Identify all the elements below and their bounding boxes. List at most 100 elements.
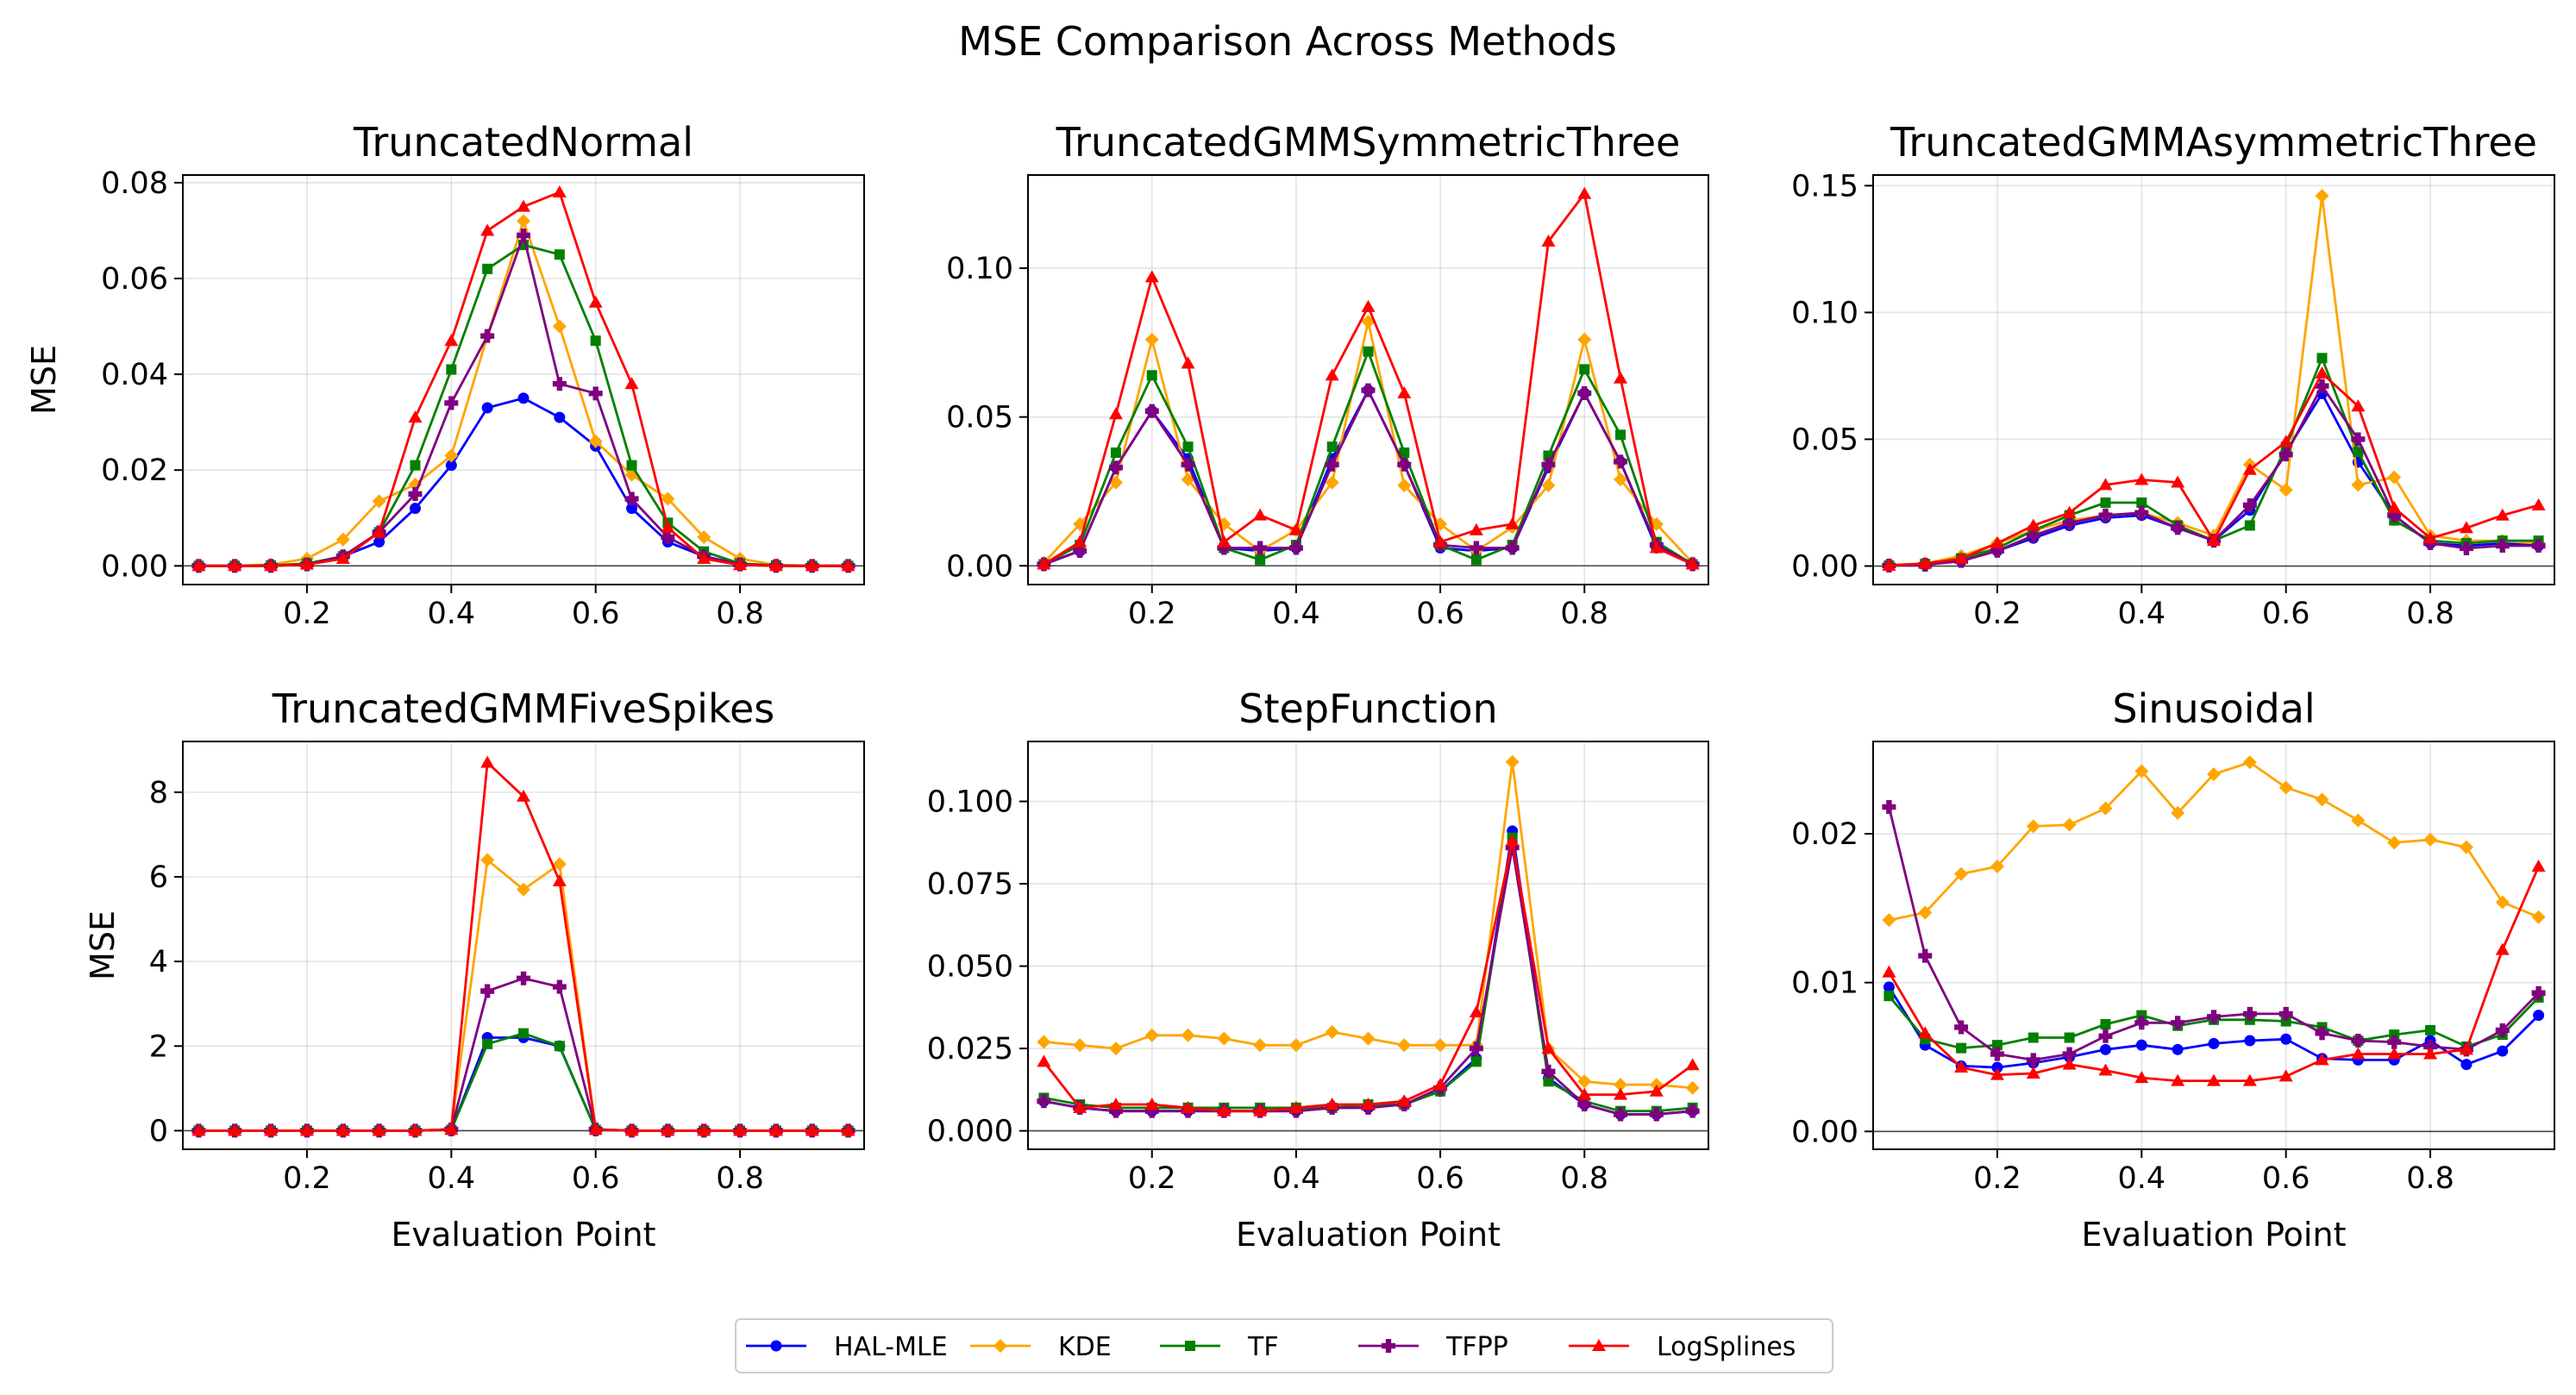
data-point-kde (2315, 189, 2329, 203)
data-point-logsplines (2026, 1066, 2040, 1079)
data-point-kde (444, 448, 459, 463)
y-tick-label: 0.00 (101, 549, 168, 584)
data-point-logsplines (1073, 1100, 1087, 1113)
data-point-tfpp (1073, 543, 1087, 558)
data-point-logsplines (2098, 1063, 2113, 1076)
data-point-logsplines (1361, 1098, 1376, 1110)
data-point-tf (2100, 497, 2111, 508)
data-point-tfpp (2423, 1039, 2438, 1054)
data-point-logsplines (264, 559, 279, 572)
data-point-logsplines (1882, 965, 1896, 978)
data-point-kde (1577, 332, 1592, 347)
data-point-logsplines (661, 1123, 675, 1136)
data-point-tfpp (2531, 985, 2546, 1000)
data-point-logsplines (1882, 558, 1896, 571)
data-point-tfpp (1288, 541, 1303, 555)
y-tick-label: 0.100 (927, 785, 1013, 820)
data-point-kde (1614, 1078, 1628, 1092)
data-point-kde (661, 491, 675, 506)
data-point-kde (2495, 895, 2510, 910)
data-point-tfpp (1108, 1104, 1123, 1118)
series-line-hal-mle (1044, 829, 1693, 1116)
data-point-tfpp (2387, 508, 2402, 522)
data-point-logsplines (444, 1122, 459, 1135)
data-point-tf (482, 1038, 493, 1049)
data-point-tfpp (1361, 383, 1376, 397)
axes-frame (1872, 741, 2555, 1150)
y-axis-label: MSE (25, 345, 63, 415)
data-point-tfpp (1882, 799, 1896, 814)
data-point-kde (552, 319, 567, 334)
x-axis-label: Evaluation Point (1236, 1216, 1501, 1254)
data-point-kde (588, 434, 603, 448)
data-point-logsplines (335, 1123, 350, 1136)
data-point-tf (590, 335, 601, 347)
data-point-logsplines (1144, 270, 1159, 283)
data-point-tfpp (1108, 460, 1123, 475)
y-tick-label: 0.02 (101, 454, 168, 488)
data-point-logsplines (624, 1123, 639, 1136)
data-point-logsplines (588, 1122, 603, 1135)
data-point-tf (1470, 1056, 1482, 1067)
x-tick-label: 0.2 (1128, 1161, 1176, 1196)
legend: HAL-MLE KDE TF TFPP LogSplines (735, 1318, 1833, 1373)
x-tick-label: 0.4 (1272, 1161, 1320, 1196)
data-point-tfpp (2387, 1035, 2402, 1049)
data-point-logsplines (2531, 860, 2546, 873)
data-point-tfpp (1505, 541, 1520, 555)
y-tick-label: 0.025 (927, 1032, 1013, 1067)
data-point-logsplines (372, 525, 386, 538)
data-point-logsplines (2062, 1057, 2077, 1070)
data-point-logsplines (2315, 1053, 2329, 1066)
axes-frame (1027, 741, 1709, 1150)
data-point-tf (1110, 447, 1121, 459)
subplot-grid: 0.2 0.4 0.6 0.8 0.00 0.02 0.04 0.06 0.08 Truncate… (25, 119, 2555, 1254)
data-point-logsplines (624, 377, 639, 390)
legend-item-kde: KDE (970, 1332, 1112, 1362)
data-point-kde (1217, 1031, 1232, 1046)
legend-label: LogSplines (1657, 1332, 1796, 1362)
legend-item-tfpp: TFPP (1358, 1332, 1508, 1362)
y-tick-label: 0.06 (101, 262, 168, 297)
data-point-tfpp (2062, 1047, 2077, 1061)
data-point-logsplines (2278, 435, 2293, 447)
data-point-hal-mle (2208, 1037, 2220, 1049)
y-tick-label: 0.00 (1791, 550, 1858, 585)
series-line-logsplines (198, 761, 849, 1132)
series-line-logsplines (1043, 840, 1694, 1113)
y-tick-label: 0 (149, 1114, 168, 1148)
data-point-kde (1685, 1080, 1700, 1095)
data-point-logsplines (2459, 1042, 2473, 1055)
data-point-tf (2425, 1024, 2436, 1035)
data-point-logsplines (1649, 541, 1664, 554)
data-point-logsplines (1253, 508, 1268, 521)
data-point-kde (2026, 819, 2040, 834)
data-point-kde (552, 857, 567, 872)
data-point-logsplines (2207, 534, 2221, 547)
x-tick-label: 0.4 (2117, 1161, 2165, 1196)
y-tick-label: 0.08 (101, 166, 168, 201)
data-point-logsplines (2207, 1073, 2221, 1086)
data-point-kde (2351, 813, 2366, 828)
data-point-kde (335, 532, 350, 547)
data-point-tfpp (552, 377, 567, 391)
subplot-title: TruncatedGMMAsymmetricThree (1890, 119, 2537, 166)
data-point-logsplines (1541, 1042, 1556, 1054)
x-tick-label: 0.8 (1560, 597, 1608, 631)
data-point-logsplines (841, 559, 856, 572)
data-point-kde (1181, 472, 1195, 487)
data-point-logsplines (1505, 834, 1520, 847)
legend-label: HAL-MLE (834, 1332, 948, 1362)
data-point-logsplines (733, 1123, 748, 1136)
series-line-hal-mle (198, 397, 849, 567)
x-tick-label: 0.4 (427, 597, 475, 631)
data-point-kde (1144, 1028, 1159, 1042)
data-point-logsplines (1288, 522, 1303, 535)
data-point-kde (2531, 910, 2546, 924)
data-point-hal-mle (2172, 1043, 2184, 1055)
x-tick-label: 0.6 (2262, 597, 2310, 631)
figure-suptitle: MSE Comparison Across Methods (958, 18, 1617, 65)
data-point-logsplines (444, 334, 459, 347)
data-point-tfpp (2242, 497, 2257, 512)
data-point-tfpp (1469, 541, 1483, 555)
